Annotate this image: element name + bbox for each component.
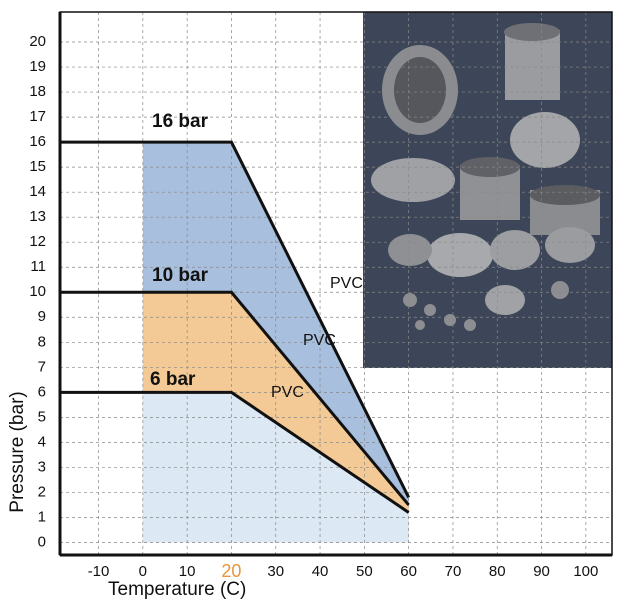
y-tick-label: 17 [29, 108, 46, 125]
x-tick-label: 70 [445, 563, 462, 580]
x-tick-label: 80 [489, 563, 506, 580]
y-tick-label: 9 [38, 308, 46, 325]
series-label: 16 bar [152, 111, 209, 132]
y-tick-label: 19 [29, 58, 46, 75]
y-tick-label: 6 [38, 383, 46, 400]
y-tick-label: 7 [38, 358, 46, 375]
y-tick-label: 14 [29, 183, 46, 200]
y-tick-label: 8 [38, 333, 46, 350]
y-tick-label: 5 [38, 408, 46, 425]
y-tick-label: 12 [29, 233, 46, 250]
annotation: PVC [330, 275, 363, 292]
x-tick-label: 0 [139, 563, 147, 580]
y-tick-label: 16 [29, 133, 46, 150]
y-tick-label: 15 [29, 158, 46, 175]
y-tick-label: 18 [29, 83, 46, 100]
x-axis-title: Temperature (C) [108, 579, 246, 600]
y-tick-label: 4 [38, 433, 46, 450]
y-tick-label: 1 [38, 508, 46, 525]
y-axis-title: Pressure (bar) [7, 391, 28, 512]
series-label: 6 bar [150, 369, 196, 390]
chart: Temperature (C) Pressure (bar) 012345678… [0, 0, 622, 604]
annotation: PVC [303, 332, 336, 349]
x-tick-label: 50 [356, 563, 373, 580]
x-tick-label: 60 [400, 563, 417, 580]
y-tick-label: 3 [38, 458, 46, 475]
y-tick-label: 11 [30, 258, 46, 275]
x-tick-label: 20 [221, 561, 241, 581]
y-tick-label: 10 [29, 283, 46, 300]
y-tick-label: 20 [29, 33, 46, 50]
x-tick-label: 40 [312, 563, 329, 580]
annotation: PVC [271, 384, 304, 401]
x-tick-label: 10 [179, 563, 196, 580]
y-tick-label: 13 [29, 208, 46, 225]
series-label: 10 bar [152, 265, 209, 286]
x-tick-label: 90 [533, 563, 550, 580]
x-tick-label: 100 [573, 563, 598, 580]
photo [363, 12, 612, 368]
y-tick-label: 0 [38, 533, 46, 550]
x-tick-label: -10 [88, 563, 110, 580]
x-tick-label: 30 [267, 563, 284, 580]
y-tick-label: 2 [38, 483, 46, 500]
